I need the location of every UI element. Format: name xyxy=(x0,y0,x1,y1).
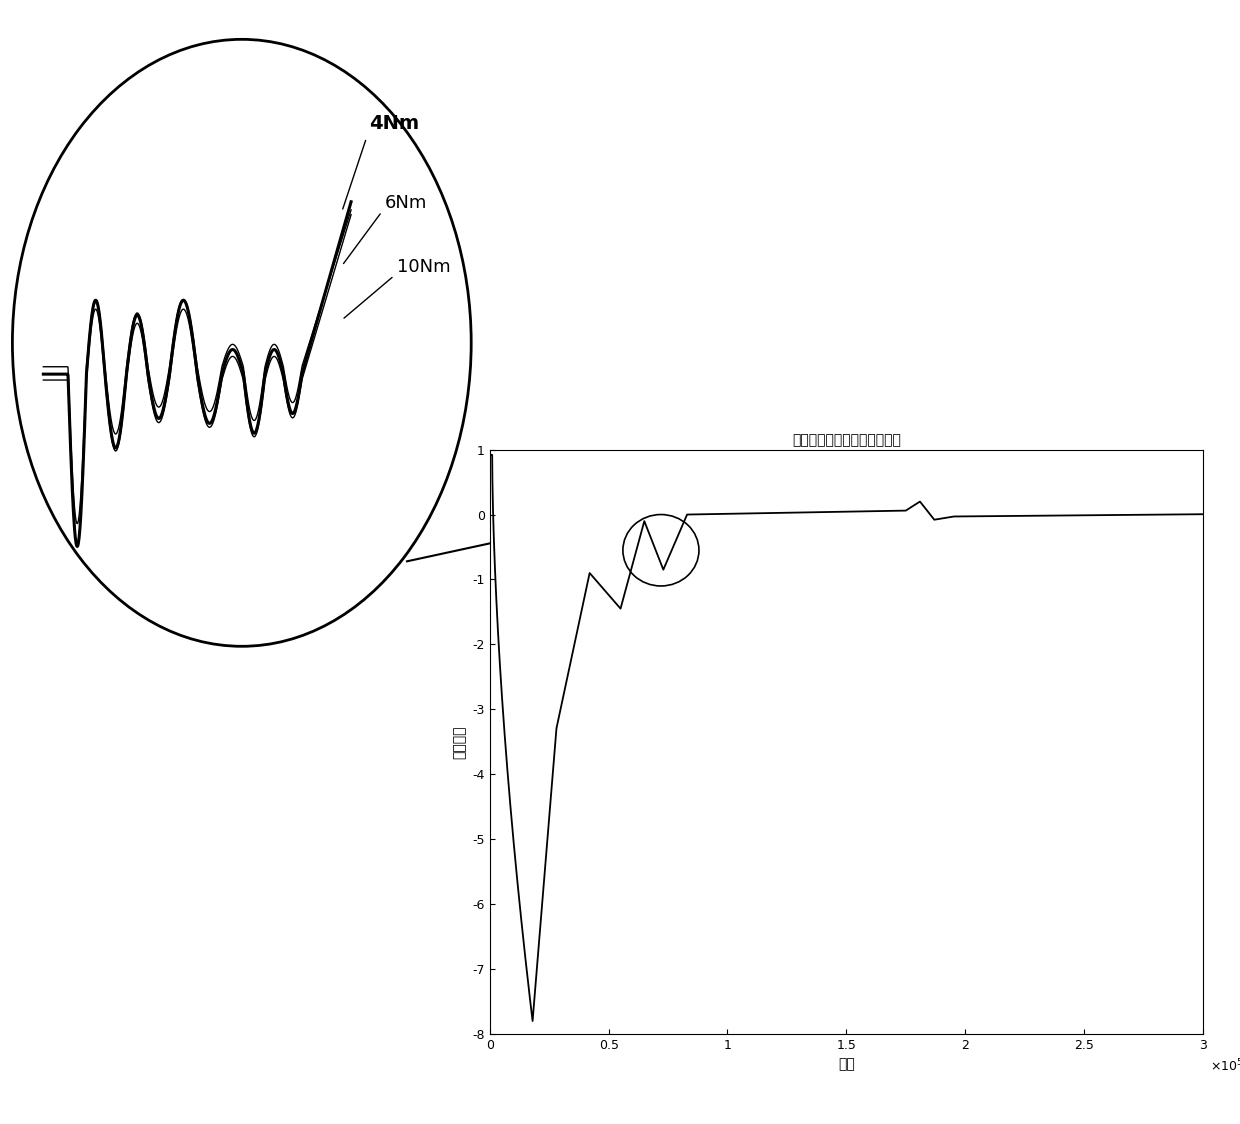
Title: 悬臂棁阻抗实部（无激振器）: 悬臂棁阻抗实部（无激振器） xyxy=(792,433,900,447)
X-axis label: 轴率: 轴率 xyxy=(838,1058,854,1071)
Text: 10Nm: 10Nm xyxy=(397,257,451,275)
Y-axis label: 阻抗实部: 阻抗实部 xyxy=(453,725,467,759)
Text: 6Nm: 6Nm xyxy=(384,193,428,211)
Text: 4Nm: 4Nm xyxy=(370,114,419,133)
Text: $\times 10^5$: $\times 10^5$ xyxy=(1210,1058,1240,1075)
